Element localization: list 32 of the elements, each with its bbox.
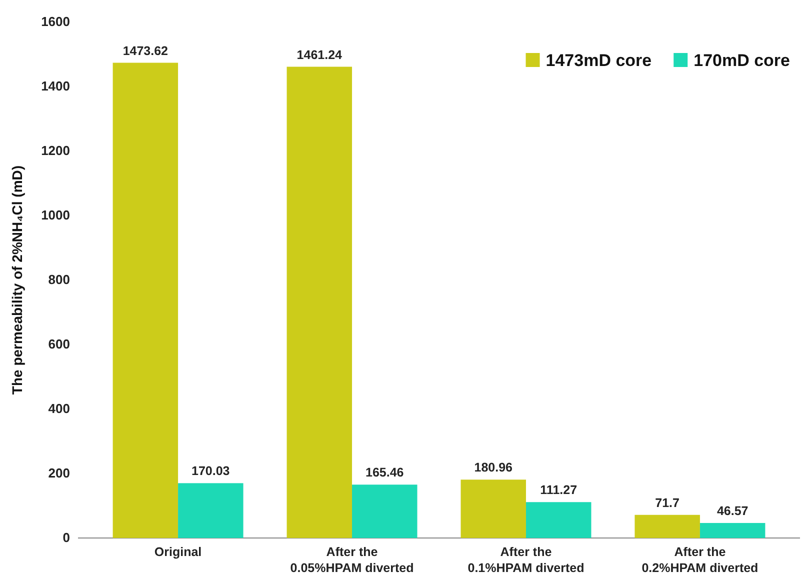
y-tick-label: 200 bbox=[48, 466, 70, 481]
y-tick-label: 400 bbox=[48, 401, 70, 416]
y-tick-label: 1000 bbox=[41, 208, 70, 223]
y-tick-label: 0 bbox=[62, 530, 70, 546]
bar bbox=[178, 483, 244, 538]
legend-label: 170mD core bbox=[694, 51, 790, 70]
bar bbox=[526, 502, 592, 538]
data-label: 1473.62 bbox=[122, 44, 168, 58]
legend-label: 1473mD core bbox=[546, 51, 652, 70]
data-label: 180.96 bbox=[474, 460, 513, 475]
y-tick-label: 600 bbox=[48, 336, 70, 352]
y-tick-label: 1400 bbox=[41, 78, 70, 94]
x-tick-label: After the 0.05%HPAM diverted bbox=[290, 545, 414, 575]
data-label: 71.7 bbox=[655, 496, 680, 510]
bar bbox=[634, 514, 700, 538]
bar bbox=[352, 484, 418, 538]
x-tick-label: After the 0.1%HPAM diverted bbox=[468, 545, 584, 575]
x-tick-label: Original bbox=[154, 545, 202, 559]
bar bbox=[700, 522, 766, 538]
y-tick-label: 1200 bbox=[41, 143, 70, 158]
x-tick-label: After the 0.2%HPAM diverted bbox=[642, 545, 758, 575]
data-label: 1461.24 bbox=[296, 48, 342, 62]
y-tick-label: 1600 bbox=[41, 14, 70, 30]
data-label: 46.57 bbox=[716, 504, 748, 518]
bar bbox=[112, 62, 178, 538]
data-label: 170.03 bbox=[192, 464, 230, 478]
data-label: 111.27 bbox=[540, 483, 578, 498]
data-label: 165.46 bbox=[366, 466, 404, 480]
y-axis-title: The permeability of 2%NH₄Cl (mD) bbox=[9, 165, 25, 395]
bar bbox=[286, 66, 352, 538]
y-tick-label: 800 bbox=[48, 272, 70, 288]
bar bbox=[460, 480, 526, 538]
